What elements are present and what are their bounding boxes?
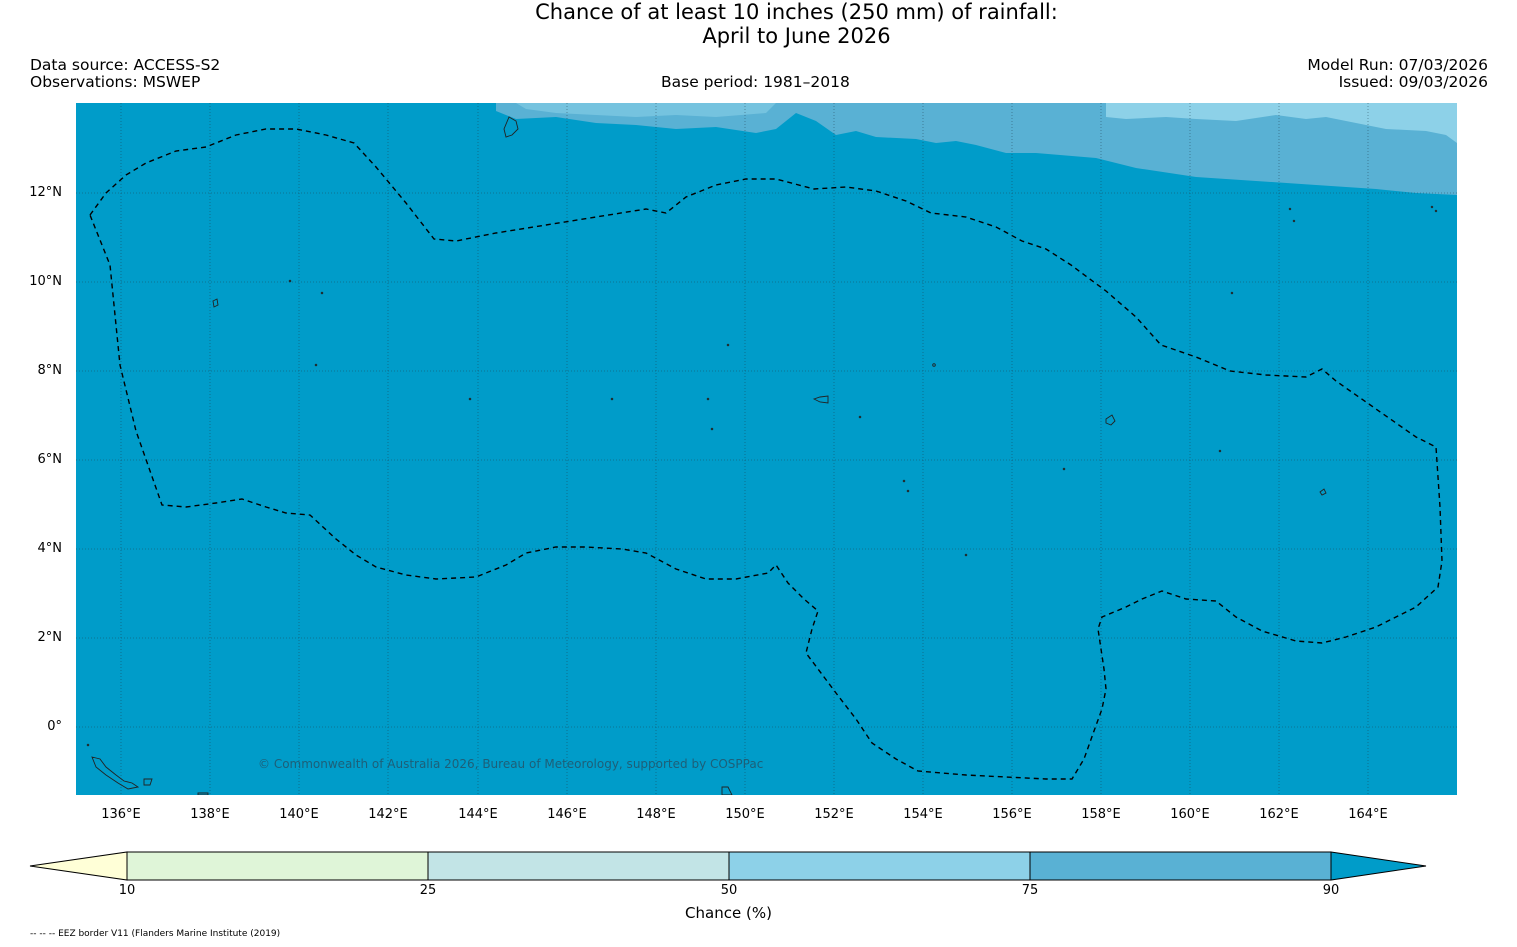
- lon-label-150e: 150°E: [725, 807, 765, 822]
- map-panel: © Commonwealth of Australia 2026, Bureau…: [76, 103, 1457, 795]
- category-50-75-region: [1106, 103, 1457, 143]
- issued-label: Issued: 09/03/2026: [1338, 73, 1488, 91]
- lat-label-2n: 2°N: [37, 630, 63, 645]
- palau-coast-outline: [91, 756, 140, 790]
- map-title-line1: Chance of at least 10 inches (250 mm) of…: [535, 0, 1058, 24]
- colorbar-90-plus-swatch: [1330, 851, 1427, 881]
- lon-label-140e: 140°E: [279, 807, 319, 822]
- lon-label-152e: 152°E: [814, 807, 854, 822]
- model-run-label: Model Run: 07/03/2026: [1307, 56, 1488, 74]
- graticule: [76, 103, 1457, 795]
- map-title-line2: April to June 2026: [702, 24, 891, 48]
- lon-label-158e: 158°E: [1081, 807, 1121, 822]
- colorbar-tick-90: 90: [1322, 883, 1340, 898]
- category-75-90-region: [496, 103, 1457, 195]
- colorbar-tick-50: 50: [720, 883, 738, 898]
- colorbar-25-50-swatch: [428, 852, 729, 880]
- lat-label-12n: 12°N: [29, 185, 62, 200]
- lon-label-148e: 148°E: [636, 807, 676, 822]
- colorbar-title: Chance (%): [685, 904, 772, 922]
- guam-island-outline: [503, 116, 519, 138]
- colorbar-below-10-swatch: [29, 851, 128, 881]
- lon-label-160e: 160°E: [1170, 807, 1210, 822]
- eez-footnote: -- -- -- EEZ border V11 (Flanders Marine…: [30, 929, 281, 939]
- observations-label: Observations: MSWEP: [30, 73, 201, 91]
- lat-label-8n: 8°N: [37, 363, 63, 378]
- lon-label-162e: 162°E: [1259, 807, 1299, 822]
- data-source-label: Data source: ACCESS-S2: [30, 56, 221, 74]
- lon-label-146e: 146°E: [547, 807, 587, 822]
- kosrae-island-outline: [1319, 488, 1327, 496]
- lon-label-164e: 164°E: [1348, 807, 1388, 822]
- colorbar-tick-75: 75: [1021, 883, 1039, 898]
- pohnpei-island-outline: [1105, 414, 1116, 426]
- colorbar-50-75-swatch: [729, 852, 1030, 880]
- lon-label-154e: 154°E: [903, 807, 943, 822]
- category-50-75-patch-west: [516, 103, 776, 117]
- colorbar: [29, 851, 1427, 881]
- lon-label-136e: 136°E: [101, 807, 141, 822]
- lon-label-144e: 144°E: [458, 807, 498, 822]
- category-90-plus-region: [76, 103, 1457, 795]
- lat-label-4n: 4°N: [37, 541, 63, 556]
- lon-label-156e: 156°E: [992, 807, 1032, 822]
- colorbar-tick-10: 10: [118, 883, 136, 898]
- coastlines: [86, 116, 1438, 795]
- colorbar-10-25-swatch: [127, 852, 428, 880]
- chuuk-island-outline: [812, 395, 829, 404]
- colorbar-75-90-swatch: [1030, 852, 1331, 880]
- copyright-text: © Commonwealth of Australia 2026, Bureau…: [258, 757, 763, 771]
- map-svg: © Commonwealth of Australia 2026, Bureau…: [76, 103, 1457, 795]
- eez-border: [89, 128, 1443, 780]
- yap-island-outline: [212, 298, 219, 308]
- lat-label-10n: 10°N: [29, 274, 62, 289]
- lat-label-6n: 6°N: [37, 452, 63, 467]
- base-period-label: Base period: 1981–2018: [661, 73, 850, 91]
- colorbar-tick-25: 25: [419, 883, 437, 898]
- lon-label-142e: 142°E: [368, 807, 408, 822]
- lon-label-138e: 138°E: [190, 807, 230, 822]
- lat-label-0: 0°: [47, 719, 62, 734]
